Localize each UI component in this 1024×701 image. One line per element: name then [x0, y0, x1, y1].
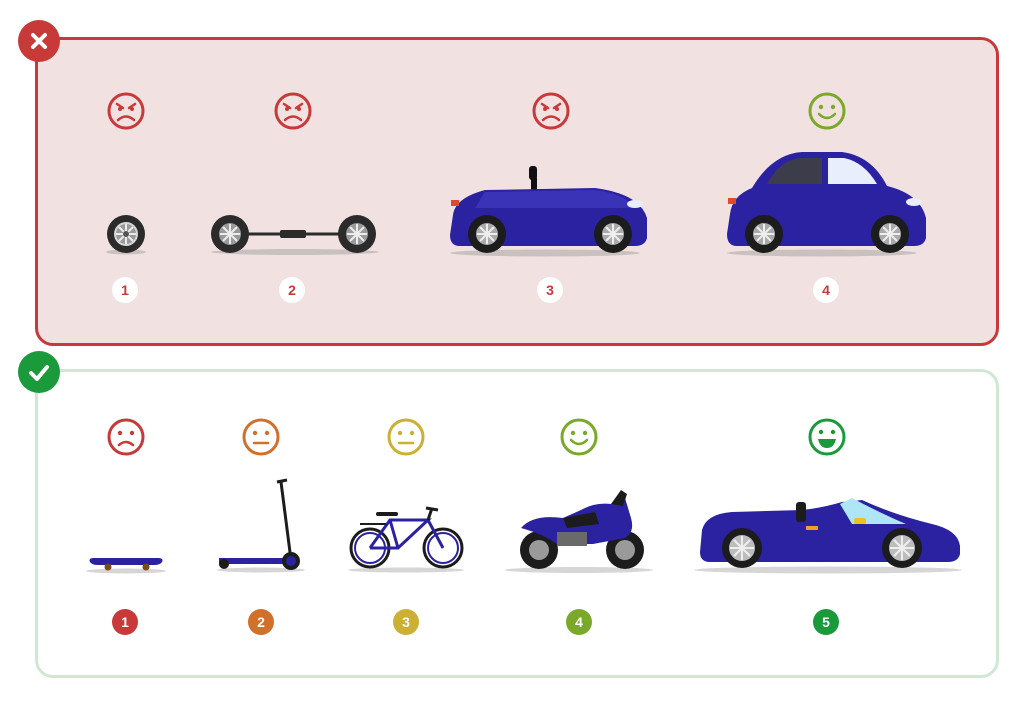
step-number-badge: 5	[813, 609, 839, 635]
sad-face-icon	[107, 418, 145, 456]
step-number-badge: 1	[112, 277, 138, 303]
step-number-badge: 4	[566, 609, 592, 635]
step-number-badge: 1	[112, 609, 138, 635]
step-number-badge: 4	[813, 277, 839, 303]
cross-icon	[31, 33, 47, 49]
wheel-illustration	[106, 215, 146, 255]
cross-badge	[18, 20, 60, 62]
neutral-face-icon	[387, 418, 425, 456]
axle-with-wheels-illustration	[211, 215, 379, 255]
skateboard-illustration	[86, 558, 166, 574]
angry-face-icon	[532, 92, 570, 130]
check-icon	[29, 365, 49, 381]
step-number-badge: 2	[279, 277, 305, 303]
scooter-illustration	[217, 478, 305, 573]
step-number-badge: 3	[393, 609, 419, 635]
motorcycle-illustration	[505, 490, 653, 573]
sports-car-illustration	[694, 498, 962, 574]
very-happy-face-icon	[808, 418, 846, 456]
neutral-face-icon	[242, 418, 280, 456]
bicycle-illustration	[348, 506, 464, 573]
angry-face-icon	[107, 92, 145, 130]
happy-face-icon	[560, 418, 598, 456]
step-number-badge: 2	[248, 609, 274, 635]
angry-face-icon	[274, 92, 312, 130]
step-number-badge: 3	[537, 277, 563, 303]
check-badge	[18, 351, 60, 393]
car-illustration	[727, 152, 926, 257]
car-body-no-roof-illustration	[450, 166, 647, 257]
happy-face-icon	[808, 92, 846, 130]
